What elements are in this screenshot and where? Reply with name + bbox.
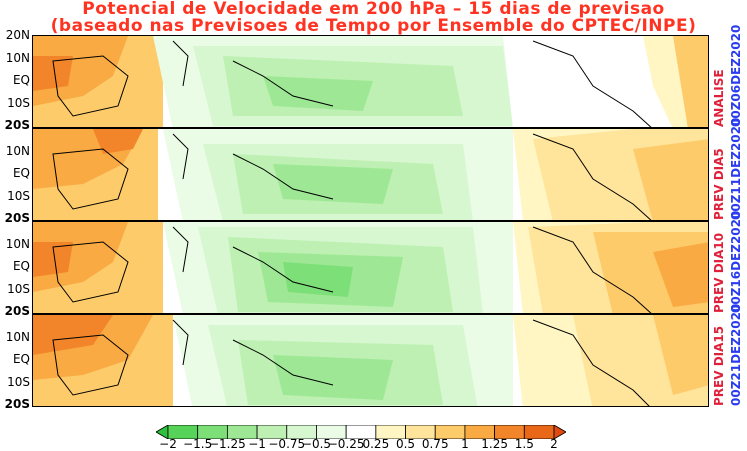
colorbar-tick-label: −0.75 <box>268 437 306 451</box>
panel-side-label: PREV DIA10 <box>712 233 726 313</box>
panel-name-label: PREV DIA10 <box>712 232 726 313</box>
latitude-label: 20S <box>4 397 30 411</box>
colorbar-tick-label: 1 <box>461 437 469 451</box>
latitude-label: 10N <box>5 330 30 344</box>
latitude-label: 20S <box>4 118 30 132</box>
velocity-potential-map-dia10 <box>33 222 708 313</box>
latitude-label: EQ <box>12 352 30 366</box>
latitude-label: 10S <box>7 189 30 203</box>
panel-name-label: ANALISE <box>712 69 726 127</box>
map-panel-dia10 <box>32 221 709 314</box>
panel-date-label: 00Z16DEZ2020 <box>729 211 743 313</box>
panel-name-label: PREV DIA5 <box>712 148 726 220</box>
panel-side-label: PREV DIA15 <box>712 326 726 406</box>
panel-date: 00Z21DEZ2020 <box>729 303 743 406</box>
colorbar-tick-label: −0.5 <box>301 437 332 451</box>
latitude-label: 10N <box>5 51 30 65</box>
latitude-label: 20S <box>4 304 30 318</box>
colorbar-tick-label: 0.25 <box>362 437 390 451</box>
panel-side-label: ANALISE <box>712 69 726 127</box>
colorbar-swatches <box>155 424 567 440</box>
latitude-label: 20N <box>5 28 30 42</box>
panel-date: 00Z16DEZ2020 <box>729 210 743 313</box>
colorbar-tick-label: 0.75 <box>421 437 449 451</box>
panel-name-label: PREV DIA15 <box>712 325 726 406</box>
latitude-label: 20S <box>4 211 30 225</box>
colorbar-tick-label: −2 <box>159 437 177 451</box>
latitude-label: EQ <box>12 166 30 180</box>
latitude-label: 10N <box>5 237 30 251</box>
colorbar-tick-label: 1.25 <box>481 437 508 451</box>
panel-date-label: 00Z06DEZ2020 <box>729 25 743 127</box>
map-panel-analise <box>32 35 709 128</box>
map-panel-dia15 <box>32 314 709 407</box>
colorbar-tick-label: 1.5 <box>514 437 534 451</box>
panel-date: 00Z11DEZ2020 <box>729 117 743 220</box>
latitude-label: 10N <box>5 144 30 158</box>
panel-side-label: PREV DIA5 <box>712 148 726 220</box>
latitude-label: EQ <box>12 259 30 273</box>
map-title-line2: (baseado nas Previsoes de Tempo por Ense… <box>50 16 697 36</box>
panel-date-label: 00Z21DEZ2020 <box>729 304 743 406</box>
velocity-potential-map-dia15 <box>33 315 708 406</box>
panel-date: 00Z06DEZ2020 <box>729 24 743 127</box>
colorbar-tick-label: −1 <box>248 437 266 451</box>
colorbar-tick-label: −1.5 <box>183 437 213 451</box>
colorbar <box>155 424 567 443</box>
map-title-line1: Potencial de Velocidade em 200 hPa – 15 … <box>82 0 665 19</box>
latitude-label: 10S <box>7 375 30 389</box>
colorbar-tick-label: −0.25 <box>327 437 365 451</box>
colorbar-tick-label: 0.5 <box>395 437 416 451</box>
velocity-potential-map-dia5 <box>33 129 708 220</box>
latitude-label: 10S <box>7 282 30 296</box>
panel-date-label: 00Z11DEZ2020 <box>729 118 743 220</box>
velocity-potential-map-analise <box>33 36 708 127</box>
colorbar-tick-label: −1.25 <box>208 437 246 451</box>
map-panel-dia5 <box>32 128 709 221</box>
colorbar-tick-label: 2 <box>550 437 558 451</box>
latitude-label: EQ <box>12 73 30 87</box>
latitude-label: 10S <box>7 96 30 110</box>
colorbar-arrow-high <box>553 424 567 440</box>
